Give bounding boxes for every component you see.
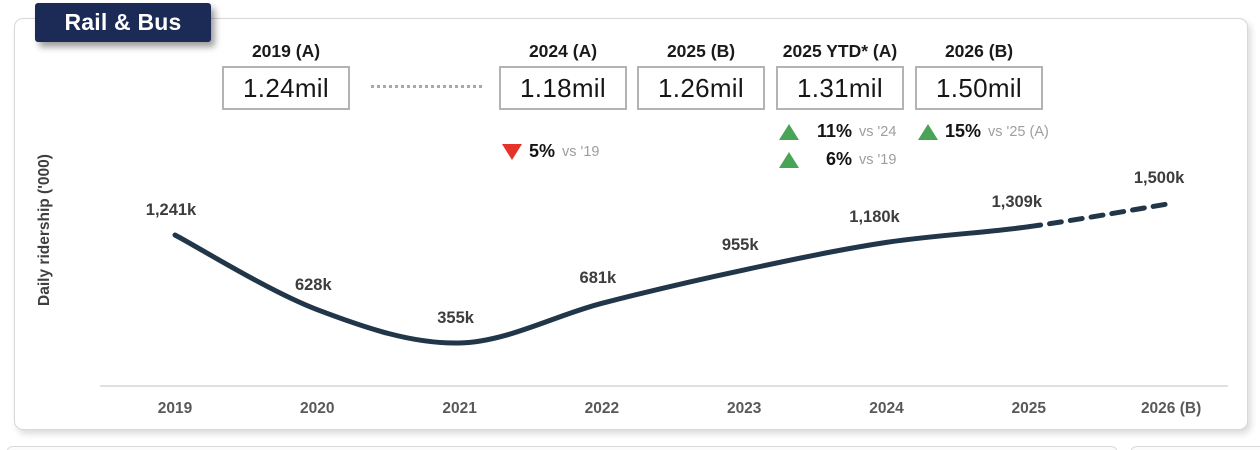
- up-triangle-icon: [918, 123, 938, 140]
- section-badge-label: Rail & Bus: [64, 9, 182, 35]
- change-percent: 15%: [945, 121, 982, 141]
- value-2025b: 1.26mil: [658, 72, 744, 103]
- value-2019: 1.24mil: [243, 72, 329, 103]
- summary-col-2024: 2024 (A) 1.18mil 5% vs '19: [499, 38, 627, 162]
- value-box-2019: 1.24mil: [222, 66, 350, 110]
- change-percent: 5%: [529, 141, 556, 161]
- change-percent: 6%: [825, 149, 852, 169]
- data-point-label: 1,241k: [145, 200, 197, 219]
- summary-col-2026: 2026 (B) 1.50mil 15% vs '25 (A): [915, 38, 1049, 142]
- summary-col-2019: 2019 (A) 1.24mil: [222, 38, 350, 110]
- value-2025ytd: 1.31mil: [797, 72, 883, 103]
- x-axis-tick-label: 2025: [1011, 400, 1047, 417]
- change-indicator: 6% vs '19: [776, 149, 904, 170]
- next-card-stub-right: [1130, 446, 1260, 450]
- period-label: 2024 (A): [528, 41, 598, 61]
- change-indicator: 15% vs '25 (A): [915, 121, 1049, 142]
- data-point-label: 1,180k: [849, 208, 900, 227]
- period-label: 2025 (B): [666, 41, 736, 61]
- section-badge: Rail & Bus: [35, 3, 211, 42]
- change-basis: vs '19: [859, 151, 897, 168]
- value-box-2026: 1.50mil: [915, 66, 1043, 110]
- value-2026: 1.50mil: [936, 72, 1022, 103]
- summary-col-2025b: 2025 (B) 1.26mil: [637, 38, 765, 110]
- x-axis-tick-label: 2026 (B): [1140, 400, 1202, 417]
- next-card-stub-left: [6, 446, 1118, 450]
- value-box-2025ytd: 1.31mil: [776, 66, 904, 110]
- change-indicator: 11% vs '24: [776, 121, 904, 142]
- period-label: 2019 (A): [251, 41, 321, 61]
- value-2024: 1.18mil: [520, 72, 606, 103]
- value-box-2025b: 1.26mil: [637, 66, 765, 110]
- data-point-label: 628k: [294, 275, 332, 294]
- period-label: 2025 YTD* (A): [782, 41, 898, 61]
- change-basis: vs '24: [859, 123, 897, 140]
- change-percent: 11%: [816, 121, 852, 141]
- change-basis: vs '25 (A): [988, 123, 1049, 140]
- dotted-connector-line: [371, 85, 482, 88]
- data-point-label: 355k: [437, 309, 474, 327]
- period-label: 2026 (B): [944, 41, 1014, 61]
- data-point-label: 681k: [579, 269, 617, 288]
- x-axis-tick-label: 2019: [157, 400, 193, 417]
- up-triangle-icon: [779, 123, 799, 140]
- down-triangle-icon: [502, 143, 522, 160]
- y-axis-label: Daily ridership ('000): [36, 154, 53, 306]
- change-basis: vs '19: [562, 143, 600, 160]
- chart-card: [14, 18, 1248, 430]
- x-axis-tick-label: 2023: [726, 400, 762, 417]
- x-axis-tick-label: 2020: [300, 400, 335, 417]
- up-triangle-icon: [779, 151, 799, 168]
- data-point-label: 1,309k: [991, 192, 1043, 211]
- change-indicator: 5% vs '19: [499, 141, 627, 162]
- summary-col-2025ytd: 2025 YTD* (A) 1.31mil 11% vs '24 6% vs '…: [776, 38, 904, 170]
- data-point-label: 1,500k: [1133, 169, 1185, 188]
- x-axis-tick-label: 2021: [442, 400, 477, 417]
- value-box-2024: 1.18mil: [499, 66, 627, 110]
- x-axis-tick-label: 2024: [869, 400, 904, 417]
- x-axis-tick-label: 2022: [584, 400, 620, 417]
- data-point-label: 955k: [721, 235, 759, 254]
